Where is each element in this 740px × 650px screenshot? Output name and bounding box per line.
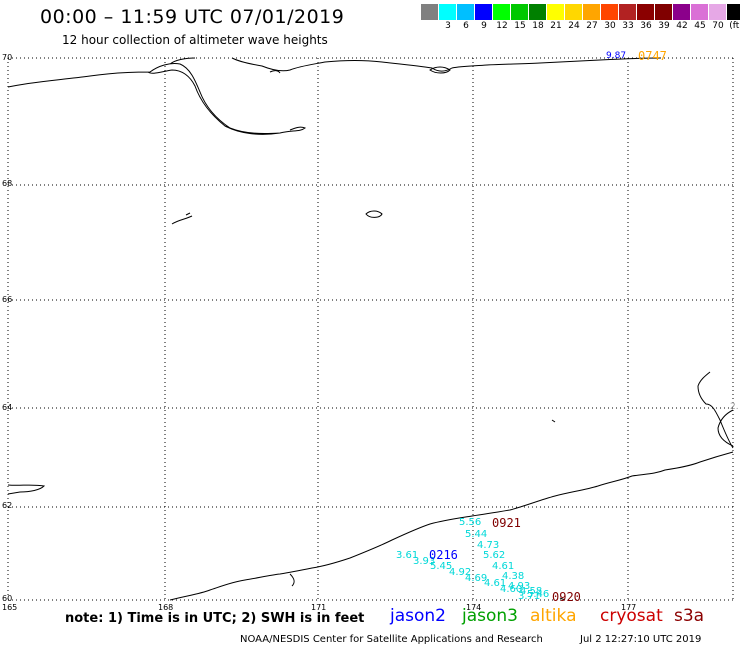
lat-label-62: 62 (2, 501, 13, 510)
obs-value: 4.92 (449, 567, 472, 578)
colorbar-label: 42 (676, 21, 688, 31)
lon-label-165: 165 (2, 603, 18, 612)
colorbar-label: 18 (532, 21, 544, 31)
lon-label-168: 168 (158, 603, 174, 612)
obs-value: 5.56 (459, 517, 482, 528)
colorbar-swatch (673, 4, 690, 20)
legend-sat-cryosat: cryosat (600, 606, 663, 626)
obs-value: 3.93 (413, 556, 436, 567)
colorbar-swatch (475, 4, 492, 20)
obs-value: 5.44 (465, 529, 488, 540)
colorbar-label: 70 (712, 21, 724, 31)
obs-time-0921: 0921 (492, 516, 521, 530)
obs-value: 4.61 (492, 561, 515, 572)
page-subtitle: 12 hour collection of altimeter wave hei… (62, 33, 328, 47)
colorbar-label: 3 (445, 21, 451, 31)
colorbar (421, 4, 740, 20)
legend-sat-jason2: jason2 (390, 606, 446, 626)
lat-label-60: 60 (2, 594, 13, 603)
colorbar-label: (ft) (729, 21, 740, 31)
colorbar-label: 12 (496, 21, 508, 31)
colorbar-label: 27 (586, 21, 598, 31)
obs-value: 4.73 (477, 540, 500, 551)
colorbar-swatch (457, 4, 474, 20)
obs-time-0747: 0747 (638, 49, 667, 63)
obs-value: 4.93 (508, 581, 531, 592)
colorbar-swatch (529, 4, 546, 20)
footer-datestamp: Jul 2 12:27:10 UTC 2019 (580, 634, 702, 645)
legend-sat-jason3: jason3 (462, 606, 518, 626)
obs-value: 3.61 (396, 550, 419, 561)
lon-label-174: 174 (466, 603, 482, 612)
lat-label-68: 68 (2, 179, 13, 188)
obs-value: 4.38 (502, 571, 525, 582)
colorbar-swatch (421, 4, 438, 20)
colorbar-label: 24 (568, 21, 580, 31)
footer-note: note: 1) Time is in UTC; 2) SWH is in fe… (65, 611, 365, 626)
legend-sat-s3a: s3a (674, 606, 705, 626)
footer-credit: NOAA/NESDIS Center for Satellite Applica… (240, 634, 543, 645)
colorbar-label: 6 (463, 21, 469, 31)
legend-sat-altika: altika (530, 606, 577, 626)
colorbar-swatch (511, 4, 528, 20)
obs-value-edge: 2. (730, 402, 739, 412)
colorbar-swatch (565, 4, 582, 20)
colorbar-label: 9 (481, 21, 487, 31)
obs-value: 5.46 (527, 589, 550, 600)
graticule (7, 57, 734, 601)
obs-value: 4.58 (520, 586, 543, 597)
colorbar-swatch (493, 4, 510, 20)
colorbar-label: 33 (622, 21, 634, 31)
obs-value: 5.62 (483, 550, 506, 561)
obs-value: 4.60 (500, 584, 523, 595)
colorbar-swatch (655, 4, 672, 20)
coastline (7, 57, 734, 601)
colorbar-label: 21 (550, 21, 562, 31)
colorbar-swatch (439, 4, 456, 20)
colorbar-label: 30 (604, 21, 616, 31)
colorbar-label: 39 (658, 21, 670, 31)
lon-label-177: 177 (621, 603, 637, 612)
colorbar-swatch (547, 4, 564, 20)
obs-value: 3.71 (518, 591, 541, 602)
obs-time-0216: 0216 (429, 548, 458, 562)
colorbar-swatch (709, 4, 726, 20)
colorbar-swatch (619, 4, 636, 20)
colorbar-swatch (691, 4, 708, 20)
colorbar-swatch (637, 4, 654, 20)
lat-label-64: 64 (2, 403, 13, 412)
obs-value: 4.69 (465, 573, 488, 584)
colorbar-swatch (601, 4, 618, 20)
obs-value-top: 9.87 (606, 51, 627, 61)
obs-value: 5.45 (430, 561, 453, 572)
lat-label-66: 66 (2, 295, 13, 304)
obs-value: 4.61 (484, 578, 507, 589)
colorbar-swatch (727, 4, 740, 20)
obs-time-0920: 0920 (552, 590, 581, 604)
lat-label-70: 70 (2, 53, 13, 62)
colorbar-label: 45 (694, 21, 706, 31)
colorbar-label: 15 (514, 21, 526, 31)
colorbar-swatch (583, 4, 600, 20)
page-title: 00:00 – 11:59 UTC 07/01/2019 (40, 6, 345, 28)
lon-label-171: 171 (311, 603, 327, 612)
colorbar-label: 36 (640, 21, 652, 31)
